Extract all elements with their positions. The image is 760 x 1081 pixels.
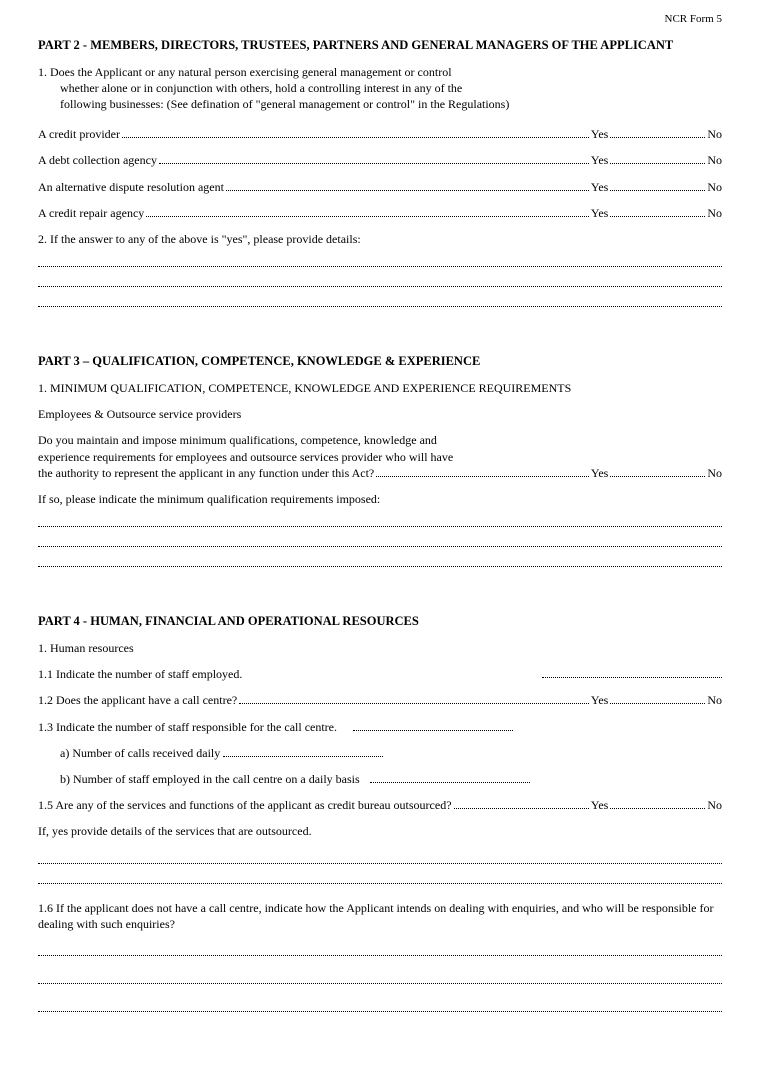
yes-label[interactable]: Yes: [591, 152, 608, 168]
input-line[interactable]: [370, 773, 530, 783]
part3-ifso-lines[interactable]: [38, 511, 722, 567]
part4-q13: 1.3 Indicate the number of staff respons…: [38, 720, 337, 734]
dotted-leader: [610, 467, 705, 477]
part2-item-label: A credit provider: [38, 126, 120, 142]
dotted-leader: [239, 694, 589, 704]
part2-q1-line3: following businesses: (See defination of…: [38, 96, 722, 112]
dotted-leader: [376, 467, 589, 477]
part3-body-l3-row: the authority to represent the applicant…: [38, 465, 722, 481]
part4-q15: 1.5 Are any of the services and function…: [38, 797, 452, 813]
part4-q11: 1.1 Indicate the number of staff employe…: [38, 666, 242, 682]
part2-item-label: A debt collection agency: [38, 152, 157, 168]
no-label[interactable]: No: [707, 465, 722, 481]
part4-q15-lines[interactable]: [38, 848, 722, 884]
dotted-leader: [610, 799, 705, 809]
part3-body-l3: the authority to represent the applicant…: [38, 465, 374, 481]
part4-q12-row: 1.2 Does the applicant have a call centr…: [38, 692, 722, 708]
no-label[interactable]: No: [707, 179, 722, 195]
dotted-leader: [610, 694, 705, 704]
part4-title: PART 4 - HUMAN, FINANCIAL AND OPERATIONA…: [38, 613, 722, 630]
part4-q16: 1.6 If the applicant does not have a cal…: [38, 900, 722, 932]
part2-q1: 1. Does the Applicant or any natural per…: [38, 64, 722, 113]
no-label[interactable]: No: [707, 797, 722, 813]
yes-label[interactable]: Yes: [591, 205, 608, 221]
part4-q13b-row: b) Number of staff employed in the call …: [60, 771, 722, 787]
part4-q13b: b) Number of staff employed in the call …: [60, 772, 360, 786]
part2-item-row: An alternative dispute resolution agent …: [38, 179, 722, 195]
part3-q1-heading: 1. MINIMUM QUALIFICATION, COMPETENCE, KN…: [38, 380, 722, 396]
part2-item-row: A debt collection agency Yes No: [38, 152, 722, 168]
no-label[interactable]: No: [707, 126, 722, 142]
yes-label[interactable]: Yes: [591, 692, 608, 708]
part4-q13a: a) Number of calls received daily: [60, 746, 220, 760]
dotted-leader: [454, 799, 589, 809]
part2-q1-line2: whether alone or in conjunction with oth…: [38, 80, 722, 96]
part2-item-row: A credit repair agency Yes No: [38, 205, 722, 221]
yes-label[interactable]: Yes: [591, 179, 608, 195]
part3-subheading: Employees & Outsource service providers: [38, 406, 722, 422]
part4-q11-row: 1.1 Indicate the number of staff employe…: [38, 666, 722, 682]
form-code: NCR Form 5: [38, 12, 722, 27]
part2-title: PART 2 - MEMBERS, DIRECTORS, TRUSTEES, P…: [38, 37, 722, 54]
part2-q1-line1: 1. Does the Applicant or any natural per…: [38, 64, 722, 80]
part4-q16-lines[interactable]: [38, 940, 722, 1012]
dotted-leader: [146, 207, 589, 217]
part4-q12: 1.2 Does the applicant have a call centr…: [38, 692, 237, 708]
yes-label[interactable]: Yes: [591, 465, 608, 481]
part2-item-label: An alternative dispute resolution agent: [38, 179, 224, 195]
no-label[interactable]: No: [707, 152, 722, 168]
part2-item-label: A credit repair agency: [38, 205, 144, 221]
part3-body-l1: Do you maintain and impose minimum quali…: [38, 432, 722, 448]
part4-q13-row: 1.3 Indicate the number of staff respons…: [38, 719, 722, 735]
dotted-leader: [226, 180, 589, 190]
input-line[interactable]: [223, 747, 383, 757]
dotted-leader: [122, 128, 589, 138]
part3-title: PART 3 – QUALIFICATION, COMPETENCE, KNOW…: [38, 353, 722, 370]
part4-q1: 1. Human resources: [38, 640, 722, 656]
part2-q2-lines[interactable]: [38, 251, 722, 307]
yes-label[interactable]: Yes: [591, 797, 608, 813]
dotted-leader: [610, 207, 705, 217]
part4-q13a-row: a) Number of calls received daily: [60, 745, 722, 761]
input-line[interactable]: [542, 668, 722, 678]
part3-ifso: If so, please indicate the minimum quali…: [38, 491, 722, 507]
dotted-leader: [159, 154, 589, 164]
no-label[interactable]: No: [707, 692, 722, 708]
part3-body-l2: experience requirements for employees an…: [38, 449, 722, 465]
part4-q15-detail: If, yes provide details of the services …: [38, 823, 722, 839]
part2-item-row: A credit provider Yes No: [38, 126, 722, 142]
part2-q2: 2. If the answer to any of the above is …: [38, 231, 722, 247]
dotted-leader: [610, 128, 705, 138]
dotted-leader: [610, 180, 705, 190]
part4-q15-row: 1.5 Are any of the services and function…: [38, 797, 722, 813]
dotted-leader: [610, 154, 705, 164]
input-line[interactable]: [353, 720, 513, 730]
yes-label[interactable]: Yes: [591, 126, 608, 142]
no-label[interactable]: No: [707, 205, 722, 221]
